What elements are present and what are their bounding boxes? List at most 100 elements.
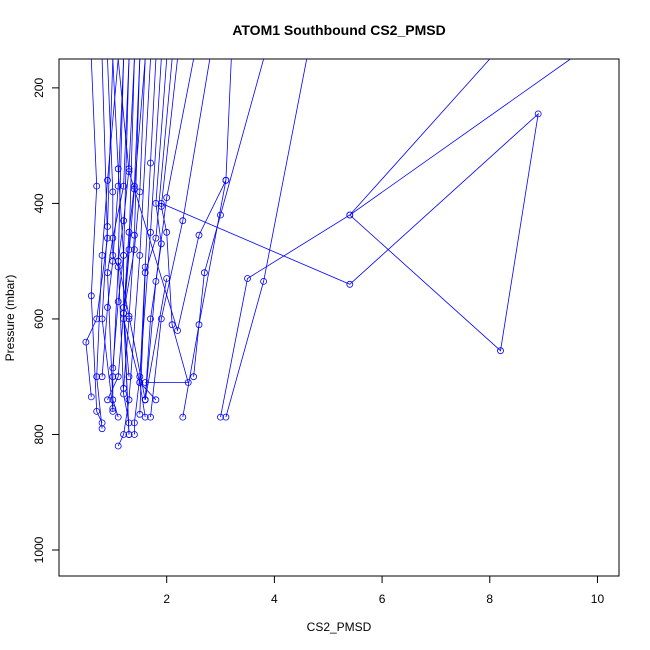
data-point: [114, 413, 122, 421]
data-point: [120, 384, 127, 392]
profile-24: [120, 59, 160, 404]
data-point: [497, 347, 504, 355]
data-point: [104, 396, 111, 404]
data-point: [147, 159, 154, 167]
data-point: [163, 194, 171, 202]
profile-line-12: [150, 59, 211, 418]
data-point: [346, 280, 354, 288]
data-point: [141, 413, 149, 421]
profile-28: [109, 59, 130, 372]
profile-23: [117, 59, 230, 334]
profile-line-8: [139, 59, 157, 418]
data-point: [125, 315, 133, 323]
data-point: [125, 396, 133, 404]
data-point: [82, 338, 90, 346]
data-point: [114, 298, 122, 306]
data-point: [346, 211, 354, 219]
data-point: [141, 269, 149, 277]
profile-29: [136, 59, 173, 418]
data-point: [98, 315, 106, 323]
data-point: [104, 303, 111, 311]
profile-21: [104, 59, 135, 404]
profile-line-18: [101, 59, 124, 377]
data-point: [217, 413, 224, 421]
profile-line-9: [144, 59, 168, 400]
data-point: [174, 327, 181, 334]
data-point: [130, 185, 138, 193]
profile-13: [179, 59, 232, 421]
data-point: [114, 182, 122, 190]
profile-11: [141, 59, 194, 404]
data-point: [114, 373, 122, 381]
data-point: [114, 165, 122, 173]
profile-line-20: [133, 59, 162, 435]
data-point: [93, 182, 101, 190]
profile-line-7: [123, 59, 146, 435]
data-point: [147, 315, 154, 323]
profile-19: [114, 59, 151, 450]
data-point: [98, 419, 106, 427]
y-tick-label: 200: [32, 78, 46, 98]
profile-15: [222, 59, 308, 421]
data-point: [125, 228, 133, 236]
profile-14: [190, 59, 264, 381]
y-axis-label: Pressure (mbar): [3, 275, 17, 362]
data-point: [109, 405, 117, 412]
profile-line-29: [139, 59, 173, 415]
profile-18: [98, 59, 124, 381]
data-point: [152, 277, 160, 285]
data-point: [109, 257, 117, 265]
data-point: [152, 396, 160, 404]
profile-line-30: [123, 59, 141, 389]
data-point: [93, 315, 101, 323]
profile-line-13: [182, 59, 232, 418]
profile-line-10: [145, 59, 189, 383]
data-point: [93, 373, 101, 381]
profile-line-16: [90, 59, 103, 424]
x-tick-label: 2: [163, 592, 170, 606]
data-point: [109, 396, 117, 404]
data-point: [87, 393, 95, 401]
y-tick-label: 400: [32, 193, 46, 213]
profile-30: [120, 59, 141, 392]
profile-25: [157, 59, 571, 355]
data-point: [120, 251, 127, 259]
profile-line-26: [220, 59, 491, 418]
data-point: [147, 413, 154, 421]
profile-line-25: [161, 59, 571, 352]
data-point: [217, 211, 224, 219]
profile-line-24: [123, 59, 157, 401]
data-point: [104, 223, 111, 230]
data-point: [93, 407, 101, 415]
x-tick-label: 10: [591, 592, 605, 606]
data-point: [120, 431, 127, 438]
profile-20: [130, 59, 162, 438]
profile-17: [82, 59, 111, 401]
data-point: [244, 275, 251, 282]
data-point: [260, 277, 268, 285]
profile-line-6: [123, 59, 141, 377]
profile-line-23: [117, 59, 227, 333]
data-point: [136, 379, 144, 386]
data-point: [114, 442, 122, 450]
profile-16: [87, 59, 106, 427]
y-tick-label: 600: [32, 309, 46, 329]
data-point: [190, 373, 198, 381]
data-point: [136, 410, 144, 418]
data-point: [163, 275, 171, 282]
data-point: [104, 176, 111, 184]
data-point: [195, 231, 203, 239]
y-axis: 200 400 600 800 1000: [32, 78, 60, 563]
data-point: [222, 413, 230, 421]
data-point: [157, 315, 165, 323]
data-point: [98, 373, 106, 381]
profile-line-27: [101, 59, 114, 409]
data-point: [109, 364, 117, 372]
profile-3: [93, 59, 119, 433]
data-point: [109, 373, 117, 381]
profile-line-17: [85, 59, 108, 397]
data-point: [136, 188, 144, 196]
data-point: [120, 315, 127, 323]
data-point: [109, 188, 117, 196]
